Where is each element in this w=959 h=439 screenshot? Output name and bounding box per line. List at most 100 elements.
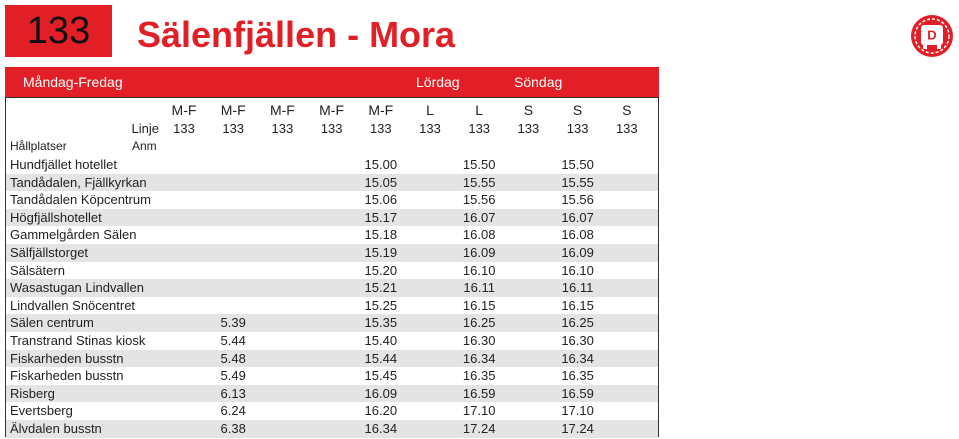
departure-time: 15.06	[364, 192, 398, 208]
day-header: M-F	[368, 102, 394, 118]
logo-letter: D	[927, 27, 936, 42]
day-header: S	[572, 102, 583, 118]
stop-row: Tandådalen, Fjällkyrkan 15.05 15.55 15.55	[6, 173, 658, 192]
stop-row: Högfjällshotellet 15.17 16.07 16.07	[6, 208, 658, 227]
stop-name: Tandådalen, Fjällkyrkan	[10, 174, 147, 190]
departure-time: 16.11	[463, 280, 495, 296]
linje-label: Linje	[131, 121, 159, 136]
day-header: L	[475, 102, 484, 118]
stop-row: Fiskarheden busstn 5.49 15.45 16.35 16.35	[6, 367, 658, 385]
departure-time: 16.25	[561, 315, 594, 331]
departure-time: 15.45	[364, 368, 398, 384]
departure-time: 5.49	[220, 368, 246, 384]
stop-name: Fiskarheden busstn	[10, 350, 124, 366]
departure-time: 16.25	[462, 315, 496, 331]
stop-name: Risberg	[10, 385, 55, 401]
linje-number: 133	[468, 121, 491, 136]
linje-number: 133	[271, 121, 294, 136]
stop-row: Lindvallen Snöcentret 15.25 16.15 16.15	[6, 297, 658, 315]
title: Sälenfjällen - Mora	[137, 14, 456, 55]
departure-time: 15.35	[364, 315, 398, 331]
departure-time: 16.07	[561, 209, 594, 225]
departure-time: 15.19	[364, 245, 398, 260]
departure-time: 16.20	[364, 403, 398, 419]
departure-time: 17.10	[462, 403, 496, 419]
departure-time: 6.13	[220, 385, 246, 401]
stop-row: Älvdalen busstn 6.38 16.34 17.24 17.24	[6, 420, 658, 438]
day-header: M-F	[269, 102, 295, 118]
departure-time: 16.10	[462, 262, 496, 278]
departure-time: 15.21	[364, 280, 398, 296]
departure-time: 15.56	[462, 192, 496, 208]
stop-row: Sälfjällstorget 15.19 16.09 16.09	[6, 244, 658, 262]
departure-time: 15.17	[364, 209, 398, 225]
departure-time: 16.30	[561, 333, 594, 348]
departure-time: 15.00	[364, 157, 398, 172]
departure-time: 16.15	[462, 297, 496, 313]
departure-time: 16.11	[561, 280, 594, 296]
stop-name: Tandådalen Köpcentrum	[10, 192, 151, 208]
departure-time: 15.25	[364, 297, 398, 313]
timetable: Linje Hållplatser Anm M-F M-F M-F M-F M-F L L S…	[5, 97, 659, 438]
departure-time: 16.09	[462, 245, 496, 260]
day-bar: Måndag-Fredag Lördag Söndag	[5, 67, 659, 97]
departure-time: 16.15	[561, 297, 594, 313]
stop-name: Wasastugan Lindvallen	[10, 280, 144, 296]
day-header: M-F	[220, 102, 246, 118]
departure-time: 16.34	[364, 421, 398, 436]
stops-label: Hållplatser	[10, 139, 67, 153]
stop-row: Sälsätern 15.20 16.10 16.10	[6, 262, 658, 280]
departure-time: 17.24	[561, 421, 594, 436]
departure-time: 16.10	[561, 262, 594, 278]
departure-time: 16.09	[364, 385, 398, 401]
departure-time: 15.05	[364, 174, 398, 190]
departure-time: 15.50	[462, 157, 496, 172]
stop-name: Högfjällshotellet	[10, 209, 102, 225]
day-header: L	[426, 102, 434, 118]
anm-label: Anm	[132, 139, 157, 153]
stop-row: Risberg 6.13 16.09 16.59 16.59	[6, 384, 658, 403]
departure-time: 16.09	[561, 245, 594, 260]
departure-time: 6.24	[220, 403, 246, 419]
day-header: M-F	[319, 102, 345, 118]
departure-time: 16.34	[561, 350, 594, 366]
departure-time: 17.24	[462, 421, 496, 436]
stop-row: Sälen centrum 5.39 15.35 16.25 16.25	[6, 314, 658, 332]
departure-time: 15.50	[561, 157, 594, 172]
linje-number: 133	[173, 121, 195, 136]
route-number: 133	[5, 5, 112, 57]
departure-time: 15.56	[561, 192, 594, 208]
stop-name: Lindvallen Snöcentret	[10, 297, 136, 313]
stop-name: Hundfjället hotellet	[10, 157, 117, 172]
departure-time: 15.44	[364, 350, 398, 366]
departure-time: 6.38	[220, 421, 246, 436]
departure-time: 15.20	[364, 262, 398, 278]
departure-time: 15.18	[364, 227, 398, 243]
stop-name: Sälfjällstorget	[10, 245, 89, 260]
stop-row: Fiskarheden busstn 5.48 15.44 16.34 16.34	[6, 349, 658, 368]
day-header: S	[622, 102, 632, 118]
day-header: M-F	[171, 102, 197, 118]
departure-time: 16.08	[561, 227, 594, 243]
linje-number: 133	[419, 121, 441, 136]
stop-name: Gammelgården Sälen	[10, 227, 137, 243]
linje-number: 133	[369, 121, 392, 136]
stop-row: Gammelgården Sälen 15.18 16.08 16.08	[6, 226, 658, 244]
stop-row: Transtrand Stinas kiosk 5.44 15.40 16.30 16.…	[6, 332, 658, 350]
departure-time: 16.35	[462, 368, 496, 384]
stop-name: Evertsberg	[10, 403, 73, 419]
departure-time: 16.35	[561, 368, 594, 384]
stop-row: Evertsberg 6.24 16.20 17.10 17.10	[6, 402, 658, 420]
departure-time: 5.48	[220, 350, 246, 366]
day-label: Lördag	[416, 74, 460, 90]
departure-time: 16.30	[462, 333, 496, 348]
linje-number: 133	[615, 121, 638, 136]
stop-row: Hundfjället hotellet 15.00 15.50 15.50	[6, 156, 658, 174]
day-header: S	[523, 102, 534, 118]
stop-name: Älvdalen busstn	[10, 421, 102, 436]
departure-time: 15.55	[462, 174, 496, 190]
departure-time: 16.07	[462, 209, 496, 225]
stop-row: Wasastugan Lindvallen 15.21 16.11 16.11	[6, 279, 658, 297]
linje-number: 133	[320, 121, 343, 136]
